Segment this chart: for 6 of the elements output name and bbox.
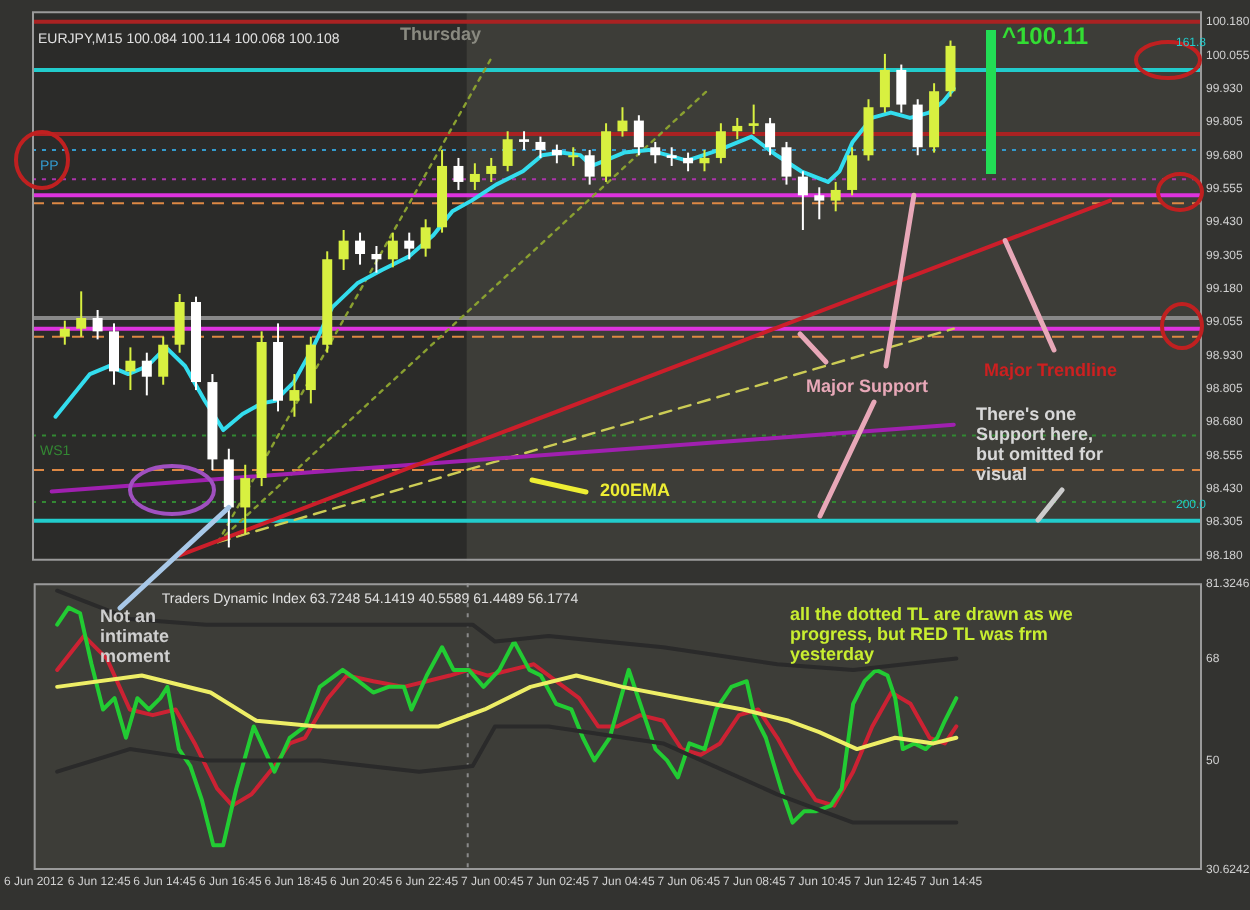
annotation: Major Trendline xyxy=(984,360,1118,380)
annotation: all the dotted TL are drawn as we progress, but RED TL was frm yesterday xyxy=(790,604,1075,664)
annotation: 200EMA xyxy=(600,480,671,500)
annotation: Major Support xyxy=(806,376,928,396)
annotation: ^100.11 xyxy=(1002,22,1089,51)
annotation: Thursday xyxy=(400,24,482,44)
